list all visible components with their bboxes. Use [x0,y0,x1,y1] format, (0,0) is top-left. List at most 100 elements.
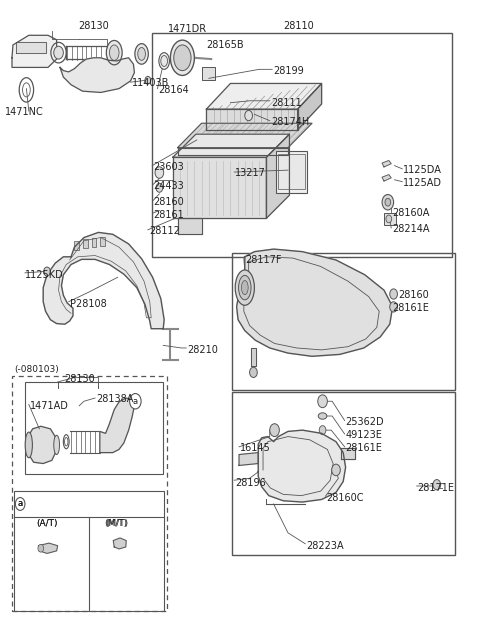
Circle shape [145,76,151,84]
Ellipse shape [159,53,169,69]
Text: a: a [18,499,23,508]
Polygon shape [178,218,202,234]
Text: 28165B: 28165B [206,40,244,50]
Ellipse shape [318,413,327,419]
Text: 28161E: 28161E [393,303,430,313]
Polygon shape [173,157,266,218]
Polygon shape [206,109,298,130]
Text: 28171E: 28171E [418,483,455,493]
Polygon shape [206,83,322,109]
Circle shape [44,267,50,276]
Circle shape [332,464,340,476]
Circle shape [385,198,391,206]
Text: 28160: 28160 [154,197,184,207]
Text: 49123E: 49123E [346,430,383,440]
Ellipse shape [135,44,148,64]
Polygon shape [258,430,346,502]
Text: 28160: 28160 [398,290,429,300]
Text: 28161: 28161 [154,210,184,220]
Polygon shape [178,123,312,148]
Text: 28117F: 28117F [245,255,281,265]
Text: 28160C: 28160C [326,492,364,503]
Polygon shape [100,398,134,453]
Ellipse shape [138,48,145,60]
Text: 25362D: 25362D [346,417,384,427]
Bar [232,392,455,555]
Text: 1471DR: 1471DR [168,24,207,34]
Text: 28174H: 28174H [271,117,310,127]
Polygon shape [239,453,258,465]
Polygon shape [12,35,57,67]
Text: 28160A: 28160A [393,208,430,218]
Polygon shape [173,134,289,157]
Polygon shape [266,134,289,218]
Polygon shape [382,175,391,181]
Bar [14,491,164,611]
Text: 28214A: 28214A [393,224,430,234]
Circle shape [54,46,63,59]
Text: 16145: 16145 [240,443,271,453]
Bar [152,33,452,257]
Text: (-080103): (-080103) [14,365,59,374]
Text: (M/T): (M/T) [105,519,128,528]
Circle shape [386,215,392,223]
Circle shape [250,367,257,377]
Text: 28111: 28111 [271,98,302,108]
Text: 1471AD: 1471AD [30,401,69,411]
Ellipse shape [174,45,191,71]
Bar [74,241,79,250]
Text: 28112: 28112 [149,226,180,236]
Bar [100,237,105,246]
Ellipse shape [170,40,194,75]
Ellipse shape [109,45,119,60]
Text: 28110: 28110 [283,21,314,31]
Text: 28223A: 28223A [306,541,344,551]
Polygon shape [341,448,355,459]
Bar [12,376,167,611]
Text: 28130: 28130 [78,21,109,31]
Bar [276,151,307,193]
Text: 1125DA: 1125DA [403,165,442,175]
Text: a: a [133,397,138,406]
Text: 28164: 28164 [158,85,189,95]
Polygon shape [29,426,55,464]
Text: 28210: 28210 [187,345,218,355]
Ellipse shape [239,275,251,300]
Text: 1471NC: 1471NC [5,107,44,117]
Text: 28196: 28196 [235,478,266,488]
Text: 13217: 13217 [235,168,266,178]
Polygon shape [178,148,288,155]
Polygon shape [16,42,46,53]
Polygon shape [43,232,164,329]
Text: 1125AD: 1125AD [403,178,442,188]
Text: (A/T): (A/T) [36,519,58,528]
Polygon shape [298,83,322,130]
Circle shape [319,426,326,435]
Bar [384,213,396,225]
Text: P28108: P28108 [70,299,107,309]
Bar [83,239,88,248]
Circle shape [38,544,44,552]
Ellipse shape [161,56,168,67]
Ellipse shape [106,40,122,65]
Text: (M/T): (M/T) [106,519,129,528]
Circle shape [318,395,327,408]
Text: 23603: 23603 [154,162,184,172]
Polygon shape [60,58,134,92]
Text: 28199: 28199 [274,65,304,76]
Polygon shape [113,538,126,549]
Polygon shape [251,348,256,366]
Circle shape [15,498,25,510]
Text: 28161E: 28161E [346,443,383,453]
Bar [232,253,455,390]
Circle shape [433,480,441,490]
Text: 11403B: 11403B [132,78,169,89]
Ellipse shape [241,281,248,295]
Bar [25,382,163,474]
Polygon shape [382,160,391,167]
Circle shape [156,184,163,193]
Bar [92,238,96,247]
Ellipse shape [25,432,32,458]
Text: 24433: 24433 [154,181,184,191]
Text: (A/T): (A/T) [36,519,58,528]
